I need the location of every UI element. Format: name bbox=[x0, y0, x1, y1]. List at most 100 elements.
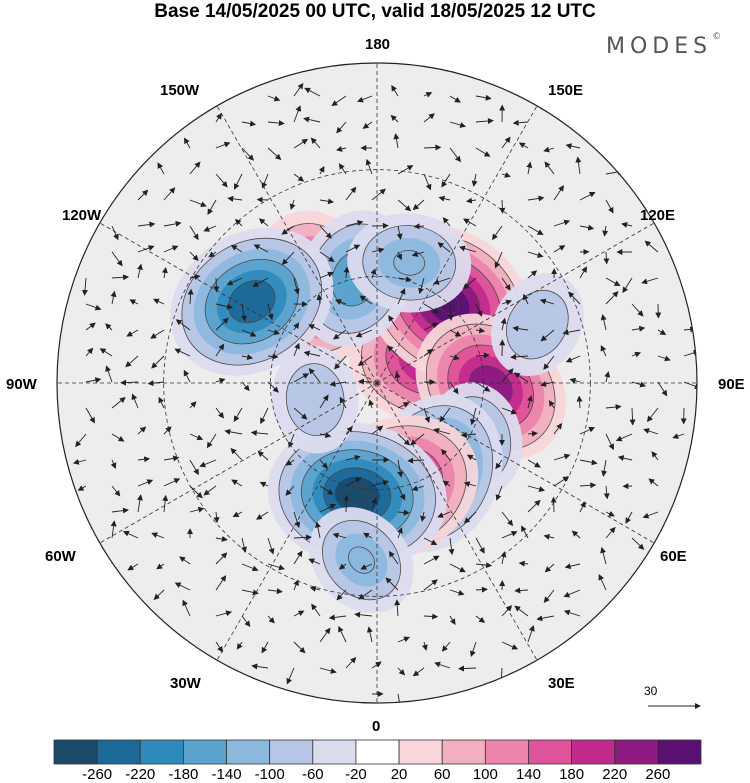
wind-vector bbox=[605, 404, 622, 411]
wind-vector bbox=[345, 426, 353, 435]
colorbar-tick-label: -260 bbox=[82, 766, 113, 783]
wind-vector bbox=[359, 295, 373, 305]
wind-vector bbox=[111, 507, 129, 514]
wind-vector bbox=[397, 199, 412, 212]
wind-vector bbox=[189, 485, 203, 499]
colorbar-segment bbox=[528, 739, 573, 765]
wind-vector bbox=[494, 251, 503, 269]
wind-vector bbox=[643, 428, 659, 435]
wind-vector bbox=[579, 501, 586, 513]
wind-vector bbox=[215, 112, 222, 123]
wind-vector bbox=[625, 511, 633, 524]
meridian-line bbox=[376, 105, 538, 384]
wind-vector bbox=[579, 426, 596, 435]
wind-vector bbox=[644, 240, 659, 253]
wind-vector bbox=[366, 626, 373, 643]
wind-vector bbox=[293, 173, 305, 182]
modes-logo: MODES© bbox=[606, 32, 722, 59]
wind-vector bbox=[267, 353, 279, 360]
wind-vector bbox=[174, 582, 191, 591]
wind-vector bbox=[501, 605, 513, 617]
wind-vector bbox=[111, 485, 121, 497]
wind-vector bbox=[433, 427, 451, 435]
wind-vector bbox=[174, 348, 191, 357]
wind-vector bbox=[208, 251, 217, 258]
colorbar-tick-label: -100 bbox=[254, 766, 285, 783]
wind-vector bbox=[230, 244, 243, 253]
wind-vector bbox=[396, 251, 402, 261]
wind-vector bbox=[189, 459, 199, 476]
wind-vector bbox=[621, 221, 633, 228]
wind-vector bbox=[600, 344, 607, 357]
lon-label-60e: 60E bbox=[660, 548, 687, 565]
colorbar-tick-label: 180 bbox=[559, 766, 585, 783]
lon-label-150w: 150W bbox=[160, 82, 200, 99]
wind-vector bbox=[475, 381, 491, 392]
wind-vector bbox=[475, 327, 486, 334]
wind-vector bbox=[309, 586, 321, 592]
wind-vector bbox=[215, 141, 231, 149]
wind-vector bbox=[241, 563, 259, 572]
colorbar-segment bbox=[614, 739, 659, 765]
wind-vector bbox=[388, 550, 399, 565]
wind-vector bbox=[319, 198, 335, 205]
wind-vector bbox=[631, 325, 646, 332]
wind-vector bbox=[234, 218, 243, 227]
wind-vector bbox=[215, 317, 229, 331]
wind-vector bbox=[110, 290, 117, 305]
wind-vector bbox=[240, 303, 247, 322]
wind-vector bbox=[163, 426, 172, 435]
colorbar-tick-label: 220 bbox=[602, 766, 628, 783]
wind-vector bbox=[565, 355, 581, 363]
wind-vector bbox=[475, 562, 493, 569]
wind-vector bbox=[527, 430, 538, 437]
wind-vector bbox=[397, 509, 410, 516]
wind-vector bbox=[267, 588, 283, 595]
wind-vector bbox=[338, 163, 347, 175]
wind-vector bbox=[354, 611, 373, 618]
wind-vector bbox=[129, 299, 139, 305]
wind-vector bbox=[105, 323, 113, 331]
wind-vector bbox=[569, 377, 581, 384]
wind-vector bbox=[527, 459, 541, 468]
wind-vector bbox=[259, 481, 269, 488]
wind-vector bbox=[85, 322, 96, 331]
wind-vector bbox=[267, 381, 279, 393]
wind-vector bbox=[579, 191, 596, 201]
meridian-line bbox=[99, 382, 378, 544]
wind-vector bbox=[631, 303, 644, 317]
wind-vector bbox=[631, 537, 645, 550]
wind-vector bbox=[601, 459, 608, 477]
wind-vector bbox=[683, 381, 697, 390]
wind-vector bbox=[568, 291, 581, 305]
wind-vector bbox=[131, 393, 139, 409]
wind-vector bbox=[563, 589, 581, 598]
map-title: Base 14/05/2025 00 UTC, valid 18/05/2025… bbox=[154, 1, 596, 22]
wind-vector bbox=[622, 277, 633, 294]
meridian-line bbox=[99, 222, 378, 384]
wind-vector bbox=[334, 355, 347, 370]
wind-vector bbox=[319, 667, 337, 674]
wind-vector bbox=[213, 277, 220, 293]
wind-vector bbox=[363, 532, 373, 539]
colorbar-segment bbox=[269, 739, 314, 765]
lon-label-180: 180 bbox=[365, 36, 391, 53]
wind-vector bbox=[156, 563, 165, 570]
wind-vector bbox=[261, 641, 269, 654]
wind-vector bbox=[111, 251, 123, 267]
wind-vector bbox=[85, 347, 94, 357]
wind-vector bbox=[203, 485, 217, 496]
wind-vector bbox=[423, 92, 433, 98]
wind-vector bbox=[189, 433, 204, 441]
wind-vector bbox=[657, 329, 667, 336]
wind-vector bbox=[602, 225, 609, 237]
wind-vector bbox=[475, 117, 494, 124]
wind-vector bbox=[362, 121, 373, 129]
wind-vector bbox=[267, 563, 285, 571]
wind-vector bbox=[371, 661, 382, 669]
wind-vector bbox=[540, 381, 555, 387]
wind-vector bbox=[338, 625, 347, 643]
wind-vector bbox=[319, 627, 331, 643]
wind-vector bbox=[319, 459, 328, 469]
wind-vector bbox=[182, 599, 191, 617]
